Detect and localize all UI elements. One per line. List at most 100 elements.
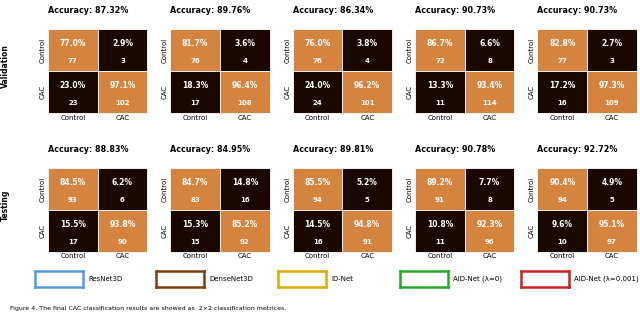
Text: 2.9%: 2.9% <box>112 39 133 48</box>
Text: Control: Control <box>529 176 535 202</box>
Text: 92: 92 <box>240 239 250 245</box>
Bar <box>538 168 587 210</box>
Text: CAC: CAC <box>360 115 374 121</box>
Bar <box>48 71 98 113</box>
Text: 102: 102 <box>115 100 130 106</box>
Bar <box>220 210 269 252</box>
Text: Accuracy: 84.95%: Accuracy: 84.95% <box>170 145 250 154</box>
Text: 90.4%: 90.4% <box>549 178 575 187</box>
Text: 97: 97 <box>607 239 617 245</box>
Text: CAC: CAC <box>605 115 619 121</box>
Text: 89.2%: 89.2% <box>427 178 453 187</box>
Text: Validation: Validation <box>1 44 10 88</box>
Text: 83: 83 <box>190 197 200 203</box>
Text: Figure 4. The final CAC classification results are showed as  2×2 classification: Figure 4. The final CAC classification r… <box>10 307 286 311</box>
Text: 18.3%: 18.3% <box>182 81 209 90</box>
Bar <box>170 71 220 113</box>
Text: 13.3%: 13.3% <box>427 81 453 90</box>
Text: CAC: CAC <box>284 224 290 238</box>
Text: CAC: CAC <box>483 253 497 259</box>
Text: 6.6%: 6.6% <box>479 39 500 48</box>
Text: 108: 108 <box>237 100 252 106</box>
Text: CAC: CAC <box>162 224 168 238</box>
Text: 77: 77 <box>557 58 567 64</box>
Text: 15: 15 <box>190 239 200 245</box>
Text: CAC: CAC <box>360 253 374 259</box>
Text: 17: 17 <box>68 239 77 245</box>
Text: Control: Control <box>305 253 330 259</box>
Text: 96.2%: 96.2% <box>354 81 380 90</box>
Text: Control: Control <box>284 176 290 202</box>
Text: 3: 3 <box>609 58 614 64</box>
Text: 14.8%: 14.8% <box>232 178 258 187</box>
Text: 23: 23 <box>68 100 77 106</box>
Text: Control: Control <box>60 253 86 259</box>
Text: ID-Net: ID-Net <box>332 276 353 282</box>
Bar <box>48 210 98 252</box>
Text: AID-Net (λ=0): AID-Net (λ=0) <box>453 276 502 282</box>
Bar <box>465 71 515 113</box>
Text: 76.0%: 76.0% <box>305 39 331 48</box>
Text: CAC: CAC <box>406 224 413 238</box>
Text: CAC: CAC <box>115 115 129 121</box>
Bar <box>415 71 465 113</box>
Text: 16: 16 <box>557 100 567 106</box>
Text: CAC: CAC <box>238 115 252 121</box>
Bar <box>415 29 465 71</box>
Text: AID-Net (λ=0.001): AID-Net (λ=0.001) <box>575 276 639 282</box>
Text: 3.6%: 3.6% <box>234 39 255 48</box>
Text: Control: Control <box>550 253 575 259</box>
Text: 8: 8 <box>487 197 492 203</box>
Text: Control: Control <box>428 253 452 259</box>
Bar <box>98 29 147 71</box>
Bar <box>98 168 147 210</box>
Text: Control: Control <box>284 38 290 63</box>
Text: 114: 114 <box>482 100 497 106</box>
Text: Accuracy: 89.76%: Accuracy: 89.76% <box>170 6 250 15</box>
Text: Control: Control <box>162 38 168 63</box>
Text: 17.2%: 17.2% <box>549 81 575 90</box>
Text: 85.2%: 85.2% <box>232 220 258 229</box>
Text: 85.5%: 85.5% <box>305 178 331 187</box>
Text: CAC: CAC <box>40 224 45 238</box>
Text: 4: 4 <box>365 58 370 64</box>
Text: CAC: CAC <box>483 115 497 121</box>
Bar <box>415 168 465 210</box>
Text: 7.7%: 7.7% <box>479 178 500 187</box>
Text: 3.8%: 3.8% <box>356 39 378 48</box>
Text: 11: 11 <box>435 239 445 245</box>
Text: 91: 91 <box>435 197 445 203</box>
Text: DenseNet3D: DenseNet3D <box>210 276 253 282</box>
Bar <box>342 168 392 210</box>
Text: 93.4%: 93.4% <box>476 81 503 90</box>
Text: 11: 11 <box>435 100 445 106</box>
Text: Control: Control <box>40 176 45 202</box>
Text: 96: 96 <box>484 239 495 245</box>
Text: 91: 91 <box>362 239 372 245</box>
Bar <box>342 210 392 252</box>
Text: Control: Control <box>550 115 575 121</box>
Text: Testing: Testing <box>1 189 10 221</box>
Text: 2.7%: 2.7% <box>602 39 623 48</box>
Text: Control: Control <box>428 115 452 121</box>
Bar <box>170 210 220 252</box>
Text: Accuracy: 89.81%: Accuracy: 89.81% <box>292 145 373 154</box>
Bar <box>538 210 587 252</box>
Text: Control: Control <box>182 115 208 121</box>
Text: 8: 8 <box>487 58 492 64</box>
Text: 15.3%: 15.3% <box>182 220 208 229</box>
Bar <box>342 29 392 71</box>
Text: 86.7%: 86.7% <box>427 39 453 48</box>
Text: 72: 72 <box>435 58 445 64</box>
Text: 4.9%: 4.9% <box>602 178 623 187</box>
Bar <box>220 29 269 71</box>
Text: 3: 3 <box>120 58 125 64</box>
Text: ResNet3D: ResNet3D <box>88 276 122 282</box>
Text: 14.5%: 14.5% <box>305 220 331 229</box>
Bar <box>98 210 147 252</box>
Bar <box>292 71 342 113</box>
Text: Control: Control <box>406 38 413 63</box>
Text: 5.2%: 5.2% <box>356 178 378 187</box>
Text: 23.0%: 23.0% <box>60 81 86 90</box>
Bar <box>415 210 465 252</box>
